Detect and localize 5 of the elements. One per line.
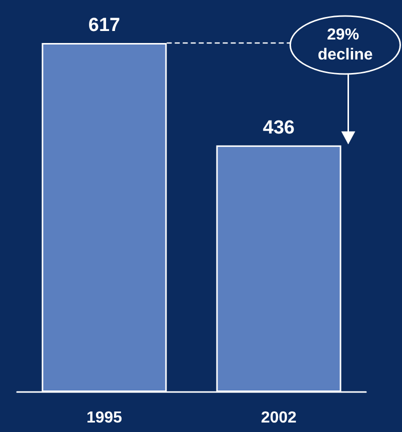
data-label: 436 [262,117,295,138]
data-label: 617 [88,15,120,36]
x-tick-label: 1995 [86,410,122,426]
x-tick-label: 2002 [260,410,297,426]
annotation: 29% decline [318,26,373,64]
